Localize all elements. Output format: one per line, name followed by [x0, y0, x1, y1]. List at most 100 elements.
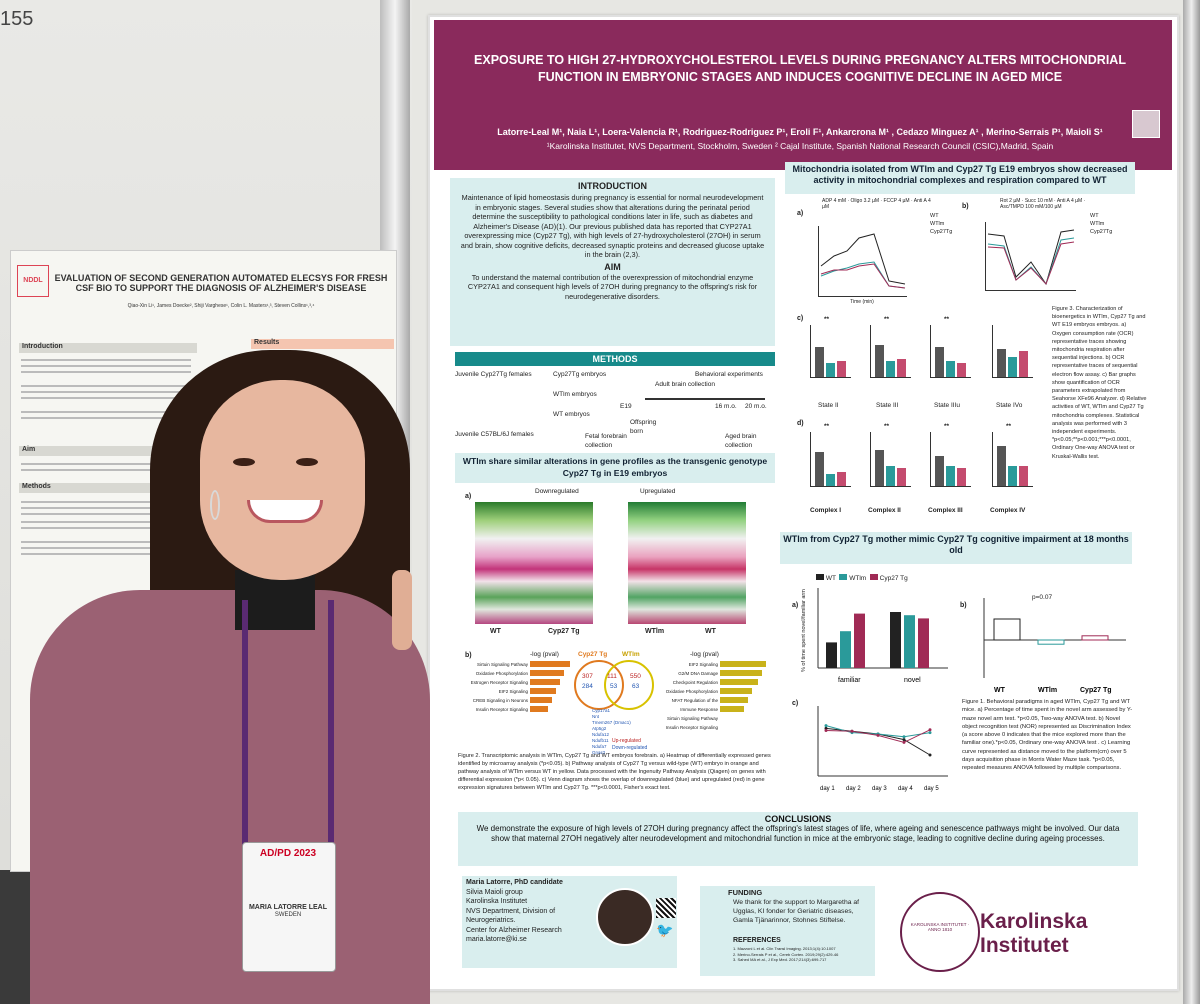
point-cyp27-tg-3: [876, 733, 880, 737]
methods-label-cyp-females: Juvenile Cyp27Tg females: [455, 371, 532, 378]
presenter-smile: [247, 500, 323, 523]
twitter-icon: 🐦: [656, 922, 674, 938]
heatmap-left: [475, 502, 593, 624]
point-wtlm-4: [902, 735, 906, 739]
methods-label-fetal: Fetal forebrain collection: [585, 433, 627, 449]
pathway-left-5: CREB Signaling in Neurons: [472, 698, 528, 703]
venn-gene-7: Ndufa7: [592, 744, 607, 749]
complex-iv-label: Complex IV: [990, 507, 1026, 514]
funding-heading: FUNDING: [728, 888, 763, 897]
behavior-c-day2: day 2: [846, 786, 861, 792]
bar-wtlm-novel: [904, 615, 915, 668]
funding-box: [700, 886, 875, 976]
mito-panel-b: b): [962, 203, 969, 210]
conclusions-text: We demonstrate the exposure of high leve…: [476, 824, 1120, 843]
presenter-hand: [392, 570, 412, 650]
heatmap-right: [628, 502, 746, 624]
point-cyp27-tg-2: [850, 729, 854, 733]
mito-legend-b: WT WTlm Cyp27Tg: [1090, 212, 1112, 236]
trace-b-rot: Rot 2 µM: [1000, 198, 1021, 204]
poster-authors: Latorre-Leal M¹, Naia L¹, Loera-Valencia…: [497, 127, 1103, 137]
ocr-trace-a: [818, 226, 907, 297]
methods-diagram: Juvenile Cyp27Tg females Cyp27Tg embryos…: [455, 370, 775, 450]
venn-gene-3: Tmem267 (Dmac1): [592, 720, 631, 725]
point-cyp27-tg-4: [902, 740, 906, 744]
ocr-trace-b: [985, 222, 1076, 291]
behavior-c-day1: day 1: [820, 786, 835, 792]
qr-code-icon: [656, 898, 676, 918]
presenter-face: [200, 380, 365, 580]
pathway-right-4: NFAT Regulation of the Immune Response: [671, 698, 718, 712]
presenter-top: [235, 570, 315, 630]
ocr-trace-a-svg: [820, 233, 906, 289]
heatmap-group-cyp: Cyp27 Tg: [548, 628, 580, 635]
venn-left-up: 307: [582, 673, 593, 680]
venn-diagram: Cyp27 Tg WTlm 307 284 111 53 550 63: [572, 650, 654, 710]
name-badge: [242, 842, 336, 972]
methods-label-behavior: Behavioral experiments: [695, 371, 763, 378]
mito-legend-b-cyp: Cyp27Tg: [1090, 229, 1113, 235]
presenter-eye-right: [296, 458, 318, 466]
contact-name: Maria Latorre, PhD candidate: [466, 879, 563, 886]
pathways-right: EIF2 Signaling G2/M DNA Damage Checkpoin…: [660, 660, 770, 732]
venn-right-up: 550: [630, 673, 641, 680]
venn-legend: Up-regulated Down-regulated: [612, 738, 647, 752]
pathway-left-2: Oxidative Phosphorylation: [475, 671, 528, 676]
contact-group: Silvia Maioli group: [466, 888, 523, 896]
behavior-c-day5: day 5: [924, 786, 939, 792]
mito-panel-c: c): [797, 315, 804, 322]
methods-label-wt-embryos: WT embryos: [553, 411, 590, 418]
nddl-logo: NDDL: [17, 265, 49, 297]
pathway-right-6: Insulin Receptor Signaling: [665, 725, 718, 730]
trace-a-adp: ADP 4 mM: [822, 198, 847, 204]
author-photo: [596, 888, 654, 946]
venn-gene-4: Atp5g2: [592, 726, 607, 731]
point-wt-1: [824, 726, 828, 730]
state-bars: State II State III State IIIu State IVo …: [810, 316, 1050, 409]
contact-info: Maria Latorre, PhD candidate Silvia Maio…: [466, 878, 601, 945]
mito-trace-a-labels: ADP 4 mM · Oligo 3.2 µM · FCCP 4 µM · An…: [822, 198, 931, 210]
pathway-left-1: Sirtuin Signaling Pathway: [476, 662, 528, 667]
legend-up: Upregulated: [640, 488, 676, 495]
figure2-caption: Figure 2. Transcriptomic analysis in WTl…: [458, 753, 771, 791]
reference-1: 1. Mazzoni L et al. Clin Transl Imaging.…: [733, 946, 836, 951]
mito-legend-wt: WT: [930, 213, 939, 219]
board-number: 155: [0, 8, 34, 30]
left-poster-section-aim: Aim: [19, 446, 197, 456]
poster-title: EXPOSURE TO HIGH 27-HYDROXYCHOLESTEROL L…: [474, 53, 1126, 84]
behavior-b-wt: WT: [994, 687, 1006, 694]
venn-gene-list: Cyp17a1 Nnt Tmem267 (Dmac1) Atp5g2 Ndufa…: [592, 708, 642, 756]
mito-heading: Mitochondria isolated from WTlm and Cyp2…: [785, 162, 1135, 194]
funding-text: We thank for the support to Margaretha a…: [733, 899, 860, 924]
venn-gene-8: Gnas2: [592, 750, 606, 755]
mito-legend-b-wt: WT: [1090, 213, 1099, 219]
left-poster-section-methods: Methods: [19, 483, 197, 493]
methods-e19: E19: [620, 403, 632, 410]
ki-seal-icon: KAROLINSKA INSTITUTET · ANNO 1810: [900, 892, 980, 972]
point-wtlm-5: [928, 731, 932, 735]
left-poster-section-intro: Introduction: [19, 343, 197, 353]
earring-icon: [210, 490, 220, 520]
panel-b-label: b): [465, 652, 472, 659]
panel-a-label: a): [465, 493, 472, 500]
venn-gene-2: Nnt: [592, 714, 600, 719]
ki-wordmark-line2: Institutet: [980, 934, 1069, 957]
mito-legend-b-wtlm: WTlm: [1090, 221, 1105, 227]
behavior-chart-b: WT WTlm Cyp27 Tg: [983, 598, 1126, 694]
complex-sig-1: **: [824, 423, 830, 430]
behavior-panel-c: c): [792, 700, 799, 707]
bar-wt-familiar: [826, 642, 837, 668]
point-wtlm-1: [824, 724, 828, 728]
state-iiiu-label: State IIIu: [934, 402, 961, 409]
methods-label-adult: Adult brain collection: [655, 381, 715, 388]
venn-gene-5: Ndufa12: [592, 732, 610, 737]
banner-logo-icon: [1132, 110, 1160, 138]
behavior-c-day4: day 4: [898, 786, 913, 792]
presenter-jacket: [30, 590, 430, 1004]
pathway-axis-left: -log (pval): [530, 651, 559, 658]
state-sig-1: **: [824, 316, 830, 323]
methods-heading: METHODS: [455, 352, 775, 366]
behavior-legend-cyp: Cyp27 Tg: [879, 575, 908, 582]
intro-text: Maintenance of lipid homeostasis during …: [460, 193, 765, 259]
di-bar-wtlm: [1037, 639, 1065, 645]
